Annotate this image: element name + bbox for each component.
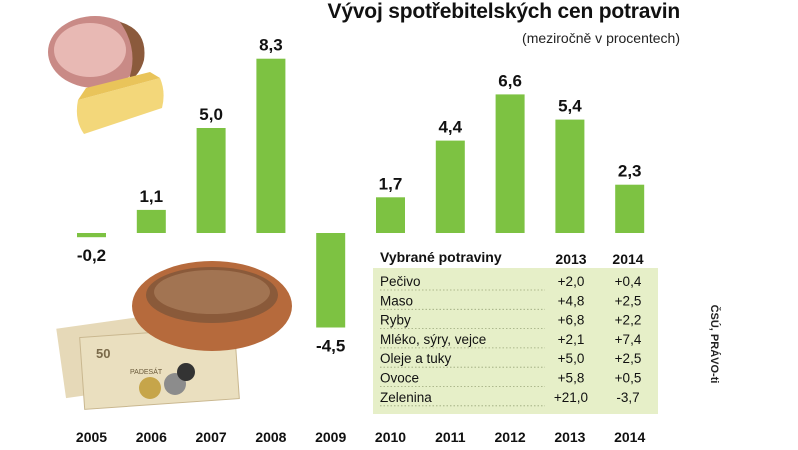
data-label: -0,2 <box>77 246 106 265</box>
bar-2005 <box>77 233 106 238</box>
bar-2007 <box>196 128 226 233</box>
x-tick-label: 2009 <box>315 429 346 445</box>
table-row-label: Maso <box>380 293 413 308</box>
data-label: 1,1 <box>139 187 163 206</box>
data-label: 6,6 <box>498 71 522 90</box>
table-cell-2013: +21,0 <box>554 390 588 405</box>
table-row-label: Zelenina <box>380 390 432 405</box>
bar-2013 <box>555 119 585 233</box>
bar-2014 <box>615 184 645 233</box>
data-label: 2,3 <box>618 162 642 181</box>
table-cell-2013: +5,8 <box>558 371 585 386</box>
bread-crust-seeds <box>154 270 270 314</box>
table-cell-2014: +2,2 <box>615 313 642 328</box>
coin <box>177 363 195 381</box>
x-tick-label: 2006 <box>136 429 167 445</box>
table-cell-2013: +2,1 <box>558 332 585 347</box>
table-cell-2014: +2,5 <box>615 351 642 366</box>
table-cell-2013: +2,0 <box>558 274 585 289</box>
table-background <box>373 268 658 414</box>
table-row-label: Oleje a tuky <box>380 351 452 366</box>
ham-rind <box>120 22 145 82</box>
ham-and-cheese-illustration <box>48 16 164 134</box>
table-cell-2014: +0,4 <box>615 274 642 289</box>
table-row-label: Ryby <box>380 313 411 328</box>
bar-2008 <box>256 58 286 234</box>
bar-2010 <box>376 197 405 233</box>
x-tick-label: 2005 <box>76 429 107 445</box>
ham-center <box>54 23 126 77</box>
table-cell-2014: -3,7 <box>616 390 639 405</box>
page-subtitle: (meziročně v procentech) <box>522 30 680 46</box>
table-cell-2014: +0,5 <box>615 371 642 386</box>
data-label: -4,5 <box>316 337 345 356</box>
table-row-label: Mléko, sýry, vejce <box>380 332 486 347</box>
banknote-value: 50 <box>96 346 110 361</box>
cheese-rind <box>78 72 160 100</box>
x-tick-label: 2013 <box>554 429 585 445</box>
x-axis-labels: 2005 2006 2007 2008 2009 2010 2011 2012 2013 2014 <box>76 429 646 445</box>
table-cell-2013: +4,8 <box>558 293 585 308</box>
bar-2009 <box>316 233 346 328</box>
table-column-header: 2014 <box>612 251 643 267</box>
bar-2006 <box>136 209 166 233</box>
x-tick-label: 2010 <box>375 429 406 445</box>
x-tick-label: 2007 <box>196 429 227 445</box>
data-label: 8,3 <box>259 36 283 55</box>
table-cell-2014: +2,5 <box>615 293 642 308</box>
x-tick-label: 2014 <box>614 429 645 445</box>
bar-2011 <box>435 140 465 233</box>
x-tick-label: 2008 <box>255 429 286 445</box>
bread-and-money-illustration: 50 PADESÁT <box>56 261 292 410</box>
data-label: 5,4 <box>558 97 582 116</box>
data-label: 5,0 <box>199 105 223 124</box>
bar-2012 <box>495 94 525 234</box>
bars-layer: -0,2 1,1 5,0 8,3 -4,5 1,7 4,4 6,6 5,4 2,3 <box>77 36 645 356</box>
table-row-label: Ovoce <box>380 371 419 386</box>
data-label: 4,4 <box>438 118 462 137</box>
data-label: 1,7 <box>379 174 403 193</box>
x-tick-label: 2012 <box>495 429 526 445</box>
table-layer: Vybrané potraviny 2013 2014 Pečivo +2,0 +0,4 M… <box>380 249 644 407</box>
table-cell-2013: +5,0 <box>558 351 585 366</box>
cheese-wedge <box>76 78 164 134</box>
table-cell-2014: +7,4 <box>615 332 642 347</box>
page-title: Vývoj spotřebitelských cen potravin <box>327 0 681 23</box>
source-note: ČSÚ, PRÁVO-ti <box>708 304 720 384</box>
coin <box>139 377 161 399</box>
table-header: Vybrané potraviny <box>380 249 502 265</box>
banknote-text: PADESÁT <box>130 367 163 376</box>
x-tick-label: 2011 <box>435 429 466 445</box>
table-cell-2013: +6,8 <box>558 313 585 328</box>
table-row-label: Pečivo <box>380 274 421 289</box>
table-column-header: 2013 <box>555 251 586 267</box>
